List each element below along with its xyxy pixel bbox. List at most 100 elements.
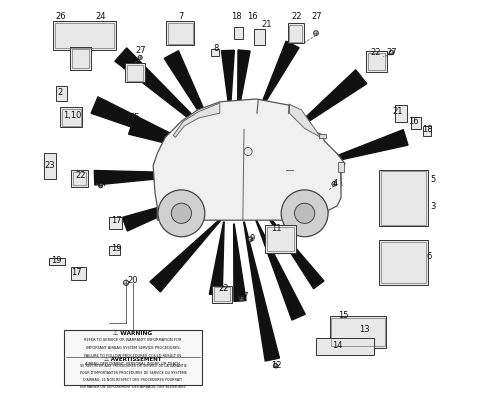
Text: POUR D'IMPORTANTES PROCEDURES DE SERVICE DU SYSTEME: POUR D'IMPORTANTES PROCEDURES DE SERVICE…: [80, 371, 186, 375]
Text: 16: 16: [247, 12, 257, 21]
Polygon shape: [288, 70, 367, 135]
Bar: [423, 126, 432, 136]
Bar: [288, 23, 304, 43]
Text: AIRBAG DEPLOYMENT, PERSONAL INJURY, OR DEATH.: AIRBAG DEPLOYMENT, PERSONAL INJURY, OR D…: [85, 362, 181, 366]
Text: 22: 22: [75, 171, 85, 180]
Text: 3: 3: [431, 202, 436, 210]
Polygon shape: [244, 222, 279, 361]
Polygon shape: [266, 214, 324, 289]
Text: 14: 14: [332, 341, 342, 350]
Bar: [166, 21, 194, 45]
Text: 12: 12: [271, 361, 282, 370]
Circle shape: [281, 190, 328, 237]
Text: IMPORTANT AIRBAG SYSTEM SERVICE PROCEDURES,: IMPORTANT AIRBAG SYSTEM SERVICE PROCEDUR…: [85, 346, 180, 350]
Bar: [330, 316, 386, 348]
Text: 6: 6: [426, 252, 432, 261]
Text: 22: 22: [370, 48, 381, 57]
Text: REFER TO SERVICE OR WARRANTY INFORMATION FOR: REFER TO SERVICE OR WARRANTY INFORMATION…: [84, 338, 181, 342]
Circle shape: [244, 147, 252, 156]
Bar: [411, 117, 420, 129]
Text: 9: 9: [250, 234, 255, 243]
Polygon shape: [129, 120, 213, 155]
Text: 27: 27: [312, 12, 322, 21]
Polygon shape: [312, 130, 408, 166]
Bar: [381, 242, 426, 283]
Text: 27: 27: [239, 292, 249, 301]
Bar: [127, 65, 143, 81]
Polygon shape: [234, 224, 246, 301]
Polygon shape: [173, 103, 220, 137]
Circle shape: [295, 203, 315, 223]
Bar: [109, 217, 122, 229]
Polygon shape: [94, 170, 205, 185]
Text: 21: 21: [392, 107, 403, 116]
Bar: [109, 246, 120, 255]
Bar: [53, 21, 116, 50]
Text: 8: 8: [213, 44, 218, 53]
Text: 26: 26: [55, 12, 66, 21]
Bar: [366, 51, 387, 72]
Bar: [331, 318, 384, 346]
Text: 27: 27: [136, 46, 146, 55]
Polygon shape: [258, 41, 299, 113]
Text: 17: 17: [111, 216, 122, 225]
Text: 27: 27: [386, 48, 397, 57]
Bar: [55, 23, 114, 48]
Bar: [44, 152, 56, 179]
Text: 22: 22: [291, 12, 302, 21]
Text: 24: 24: [96, 12, 106, 21]
Polygon shape: [221, 50, 234, 113]
Text: 11: 11: [271, 224, 282, 233]
Bar: [56, 86, 67, 101]
Bar: [64, 330, 202, 385]
Text: 25: 25: [130, 113, 140, 122]
Circle shape: [273, 364, 278, 368]
Bar: [168, 23, 193, 44]
Circle shape: [171, 203, 192, 223]
Bar: [73, 172, 86, 185]
Bar: [265, 225, 296, 253]
Bar: [267, 227, 294, 251]
Text: 15: 15: [338, 311, 348, 320]
Bar: [71, 267, 86, 280]
Circle shape: [240, 297, 244, 301]
Polygon shape: [164, 51, 216, 137]
Polygon shape: [238, 50, 250, 113]
Text: 4: 4: [332, 179, 337, 188]
Text: 27: 27: [97, 179, 108, 188]
Bar: [70, 47, 91, 69]
Text: 5: 5: [431, 175, 436, 184]
Text: 7: 7: [179, 12, 184, 21]
Bar: [72, 49, 89, 68]
Circle shape: [98, 184, 103, 188]
Text: 18: 18: [231, 12, 241, 21]
Text: 19: 19: [111, 244, 122, 253]
Text: 2: 2: [58, 88, 63, 97]
Circle shape: [158, 190, 205, 237]
Circle shape: [123, 280, 129, 285]
Bar: [316, 338, 374, 355]
Bar: [60, 107, 82, 127]
Text: 19: 19: [51, 256, 61, 265]
Text: 20: 20: [128, 276, 138, 285]
Circle shape: [248, 237, 253, 242]
Bar: [379, 240, 428, 285]
Bar: [319, 134, 326, 138]
Text: ⚠ AVERTISSEMENT: ⚠ AVERTISSEMENT: [104, 357, 162, 362]
Text: 17: 17: [71, 268, 82, 277]
Polygon shape: [256, 220, 305, 320]
Bar: [211, 49, 219, 56]
Bar: [368, 53, 385, 70]
Bar: [234, 27, 243, 39]
Text: 13: 13: [359, 325, 370, 334]
Circle shape: [332, 181, 336, 186]
Bar: [214, 287, 230, 301]
Polygon shape: [289, 104, 321, 137]
Text: 1,10: 1,10: [63, 111, 82, 120]
Text: FAILURE TO FOLLOW PROCEDURES COULD RESULT IN: FAILURE TO FOLLOW PROCEDURES COULD RESUL…: [84, 354, 181, 358]
Bar: [338, 162, 344, 172]
Text: 21: 21: [261, 20, 272, 29]
Polygon shape: [122, 194, 208, 231]
Text: 23: 23: [45, 161, 55, 170]
Circle shape: [138, 55, 142, 59]
